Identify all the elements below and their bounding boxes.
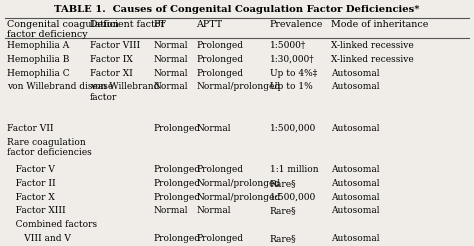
Text: Autosomal: Autosomal — [331, 165, 380, 174]
Text: VIII and V: VIII and V — [7, 234, 71, 243]
Text: Prolonged: Prolonged — [196, 165, 243, 174]
Text: 1:1 million: 1:1 million — [270, 165, 319, 174]
Text: Combined factors: Combined factors — [7, 220, 97, 229]
Text: von Willebrand
factor: von Willebrand factor — [90, 82, 159, 102]
Text: Factor II: Factor II — [7, 179, 55, 188]
Text: Autosomal: Autosomal — [331, 206, 380, 215]
Text: Rare§: Rare§ — [270, 179, 296, 188]
Text: Factor XIII: Factor XIII — [7, 206, 65, 215]
Text: Up to 1%: Up to 1% — [270, 82, 312, 92]
Text: Factor V: Factor V — [7, 165, 55, 174]
Text: Normal: Normal — [196, 124, 231, 133]
Text: Normal: Normal — [154, 206, 188, 215]
Text: Prolonged: Prolonged — [154, 179, 201, 188]
Text: X-linked recessive: X-linked recessive — [331, 41, 414, 50]
Text: Prolonged: Prolonged — [154, 234, 201, 243]
Text: Congenital coagulation
factor deficiency: Congenital coagulation factor deficiency — [7, 20, 118, 39]
Text: X-linked recessive: X-linked recessive — [331, 55, 414, 64]
Text: Factor IX: Factor IX — [90, 55, 132, 64]
Text: Prolonged: Prolonged — [196, 55, 243, 64]
Text: Up to 4%‡: Up to 4%‡ — [270, 69, 317, 78]
Text: 1:5000†: 1:5000† — [270, 41, 306, 50]
Text: Mode of inheritance: Mode of inheritance — [331, 20, 428, 29]
Text: Normal/prolonged: Normal/prolonged — [196, 179, 280, 188]
Text: Autosomal: Autosomal — [331, 69, 380, 78]
Text: Prevalence: Prevalence — [270, 20, 323, 29]
Text: Autosomal: Autosomal — [331, 82, 380, 92]
Text: Rare coagulation
factor deficiencies: Rare coagulation factor deficiencies — [7, 138, 91, 157]
Text: Factor VII: Factor VII — [7, 124, 53, 133]
Text: 1:30,000†: 1:30,000† — [270, 55, 314, 64]
Text: 1:500,000: 1:500,000 — [270, 193, 316, 202]
Text: Prolonged: Prolonged — [196, 69, 243, 78]
Text: Hemophilia C: Hemophilia C — [7, 69, 69, 78]
Text: von Willebrand disease: von Willebrand disease — [7, 82, 113, 92]
Text: Hemophilia A: Hemophilia A — [7, 41, 69, 50]
Text: TABLE 1.  Causes of Congenital Coagulation Factor Deficiencies*: TABLE 1. Causes of Congenital Coagulatio… — [54, 5, 420, 15]
Text: Normal: Normal — [196, 206, 231, 215]
Text: PT: PT — [154, 20, 166, 29]
Text: Normal/prolonged: Normal/prolonged — [196, 193, 280, 202]
Text: Normal/prolonged: Normal/prolonged — [196, 82, 280, 92]
Text: Factor VIII: Factor VIII — [90, 41, 140, 50]
Text: Normal: Normal — [154, 82, 188, 92]
Text: Prolonged: Prolonged — [154, 165, 201, 174]
Text: Rare§: Rare§ — [270, 206, 296, 215]
Text: Hemophilia B: Hemophilia B — [7, 55, 69, 64]
Text: Factor XI: Factor XI — [90, 69, 132, 78]
Text: 1:500,000: 1:500,000 — [270, 124, 316, 133]
Text: Autosomal: Autosomal — [331, 193, 380, 202]
Text: Rare§: Rare§ — [270, 234, 296, 243]
Text: Prolonged: Prolonged — [196, 234, 243, 243]
Text: Prolonged: Prolonged — [196, 41, 243, 50]
Text: Normal: Normal — [154, 69, 188, 78]
Text: Factor X: Factor X — [7, 193, 55, 202]
Text: APTT: APTT — [196, 20, 222, 29]
Text: Autosomal: Autosomal — [331, 179, 380, 188]
Text: Normal: Normal — [154, 55, 188, 64]
Text: Prolonged: Prolonged — [154, 193, 201, 202]
Text: Deficient factor: Deficient factor — [90, 20, 164, 29]
Text: Autosomal: Autosomal — [331, 234, 380, 243]
Text: Normal: Normal — [154, 41, 188, 50]
Text: Prolonged: Prolonged — [154, 124, 201, 133]
Text: Autosomal: Autosomal — [331, 124, 380, 133]
